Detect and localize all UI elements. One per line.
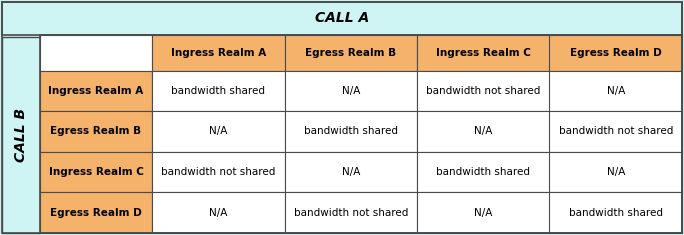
- Text: N/A: N/A: [607, 86, 625, 96]
- Bar: [152, 192, 285, 233]
- Text: N/A: N/A: [341, 86, 360, 96]
- Bar: [152, 152, 285, 192]
- Text: bandwidth shared: bandwidth shared: [304, 126, 398, 137]
- Text: N/A: N/A: [474, 126, 492, 137]
- Text: Ingress Realm A: Ingress Realm A: [170, 48, 266, 58]
- Bar: [285, 70, 417, 111]
- Bar: [285, 152, 417, 192]
- Bar: [2, 2, 682, 35]
- Bar: [40, 35, 682, 233]
- Text: Egress Realm D: Egress Realm D: [570, 48, 661, 58]
- Bar: [549, 152, 682, 192]
- Text: N/A: N/A: [474, 208, 492, 218]
- Bar: [40, 111, 152, 152]
- Text: bandwidth not shared: bandwidth not shared: [559, 126, 673, 137]
- Text: Egress Realm B: Egress Realm B: [51, 126, 142, 137]
- Bar: [417, 192, 549, 233]
- Text: bandwidth not shared: bandwidth not shared: [293, 208, 408, 218]
- Bar: [40, 35, 152, 70]
- Bar: [549, 111, 682, 152]
- Bar: [417, 152, 549, 192]
- Text: N/A: N/A: [209, 126, 228, 137]
- Bar: [417, 70, 549, 111]
- Bar: [549, 192, 682, 233]
- Text: bandwidth shared: bandwidth shared: [171, 86, 265, 96]
- Bar: [40, 152, 152, 192]
- Text: N/A: N/A: [607, 167, 625, 177]
- Text: CALL B: CALL B: [14, 108, 28, 162]
- Bar: [417, 35, 549, 70]
- Bar: [285, 111, 417, 152]
- Text: N/A: N/A: [341, 167, 360, 177]
- Bar: [285, 192, 417, 233]
- Bar: [549, 70, 682, 111]
- Text: Ingress Realm A: Ingress Realm A: [49, 86, 144, 96]
- Text: N/A: N/A: [209, 208, 228, 218]
- Text: bandwidth not shared: bandwidth not shared: [426, 86, 540, 96]
- Bar: [285, 35, 417, 70]
- Bar: [152, 111, 285, 152]
- Text: bandwidth not shared: bandwidth not shared: [161, 167, 276, 177]
- Bar: [2, 37, 40, 233]
- Text: Ingress Realm C: Ingress Realm C: [436, 48, 531, 58]
- Bar: [152, 35, 285, 70]
- Text: bandwidth shared: bandwidth shared: [569, 208, 663, 218]
- Bar: [417, 111, 549, 152]
- Text: bandwidth shared: bandwidth shared: [436, 167, 530, 177]
- Text: Egress Realm D: Egress Realm D: [50, 208, 142, 218]
- Bar: [40, 192, 152, 233]
- Text: CALL A: CALL A: [315, 12, 369, 26]
- Bar: [40, 70, 152, 111]
- Text: Egress Realm B: Egress Realm B: [305, 48, 396, 58]
- Bar: [549, 35, 682, 70]
- Bar: [152, 70, 285, 111]
- Text: Ingress Realm C: Ingress Realm C: [49, 167, 144, 177]
